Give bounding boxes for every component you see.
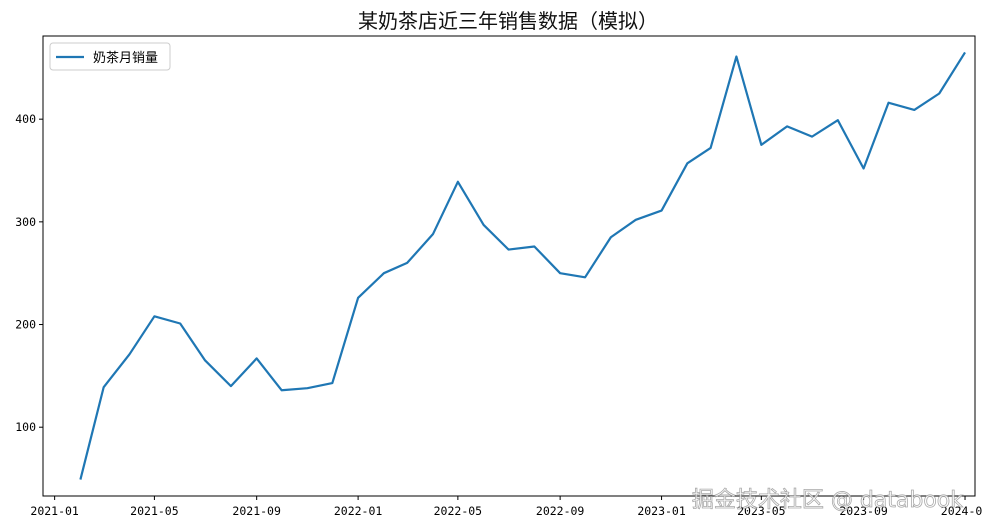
- y-axis: 100 200 300 400: [15, 112, 43, 434]
- x-tick-label: 2024-01: [941, 504, 982, 518]
- y-tick-label: 300: [15, 215, 36, 229]
- x-tick-label: 2022-05: [434, 504, 482, 518]
- y-tick-label: 400: [15, 112, 36, 126]
- x-tick-label: 2021-01: [30, 504, 79, 518]
- y-tick-label: 200: [15, 318, 36, 332]
- x-tick-label: 2023-05: [737, 504, 785, 518]
- legend-label: 奶茶月销量: [93, 50, 158, 66]
- x-tick-label: 2022-01: [334, 504, 383, 518]
- plot-frame: [42, 35, 976, 497]
- x-tick-label: 2023-09: [839, 504, 888, 518]
- x-tick-label: 2021-09: [232, 504, 281, 518]
- x-tick-label: 2022-09: [536, 504, 585, 518]
- x-tick-label: 2021-05: [130, 504, 178, 518]
- legend: 奶茶月销量: [49, 42, 171, 71]
- watermark: 掘金技术社区 @ databook: [692, 488, 963, 513]
- x-tick-label: 2023-01: [637, 504, 686, 518]
- legend-box: [49, 42, 171, 71]
- y-tick-label: 100: [15, 420, 36, 434]
- series-line-milk-tea-sales: [79, 51, 966, 480]
- chart-title: 某奶茶店近三年销售数据（模拟）: [358, 9, 658, 33]
- x-axis: 2021-01 2021-05 2021-09 2022-01 2022-05 2022-…: [30, 496, 982, 518]
